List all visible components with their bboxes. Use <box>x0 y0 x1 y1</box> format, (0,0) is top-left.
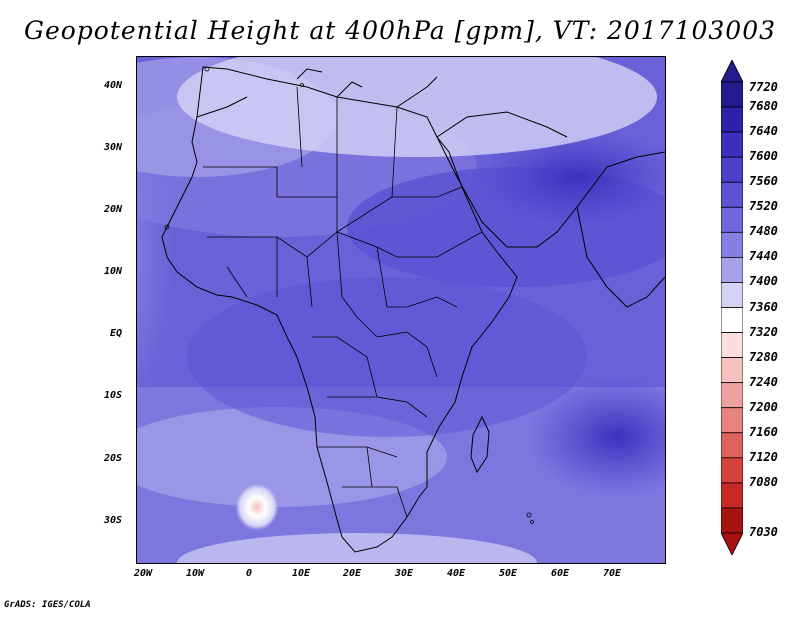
colorbar-label: 7280 <box>749 349 778 364</box>
colorbar-label: 7030 <box>749 525 778 539</box>
colorbar-label: 7080 <box>749 474 778 489</box>
colorbar-swatch <box>721 507 743 534</box>
colorbar-label: 7160 <box>749 424 778 439</box>
colorbar-top-arrow <box>721 60 743 83</box>
lat-label: 10S <box>104 390 123 401</box>
country-borders <box>203 86 483 518</box>
colorbar-label: 7480 <box>749 224 778 239</box>
lon-label: 50E <box>499 568 518 579</box>
colorbar-label: 7360 <box>749 299 778 314</box>
colorbar-bottom-arrow <box>721 532 743 555</box>
colorbar-label: 7640 <box>749 124 778 139</box>
map-panel <box>136 56 666 564</box>
colorbar-swatch <box>721 407 743 434</box>
colorbar-label: 7720 <box>749 80 778 94</box>
colorbar-label: 7560 <box>749 174 778 189</box>
lon-label: 40E <box>447 568 466 579</box>
colorbar-swatch <box>721 156 743 183</box>
colorbar-label: 7400 <box>749 274 778 289</box>
colorbar-swatch <box>721 131 743 158</box>
colorbar-swatch <box>721 307 743 333</box>
colorbar-swatch <box>721 382 743 409</box>
colorbar-label: 7200 <box>749 399 778 414</box>
colorbar-swatch <box>721 231 743 258</box>
lon-label: 30E <box>395 568 414 579</box>
lat-label: EQ <box>110 328 123 339</box>
colorbar-swatch <box>721 282 743 308</box>
geopotential-field <box>137 57 665 563</box>
lat-label: 20N <box>104 204 123 215</box>
colorbar-label: 7240 <box>749 374 778 389</box>
lat-label: 20S <box>104 453 123 464</box>
colorbar-swatch <box>721 81 743 108</box>
colorbar-swatch <box>721 256 743 283</box>
lat-label: 30S <box>104 515 123 526</box>
lat-label: 30N <box>104 142 123 153</box>
colorbar-label: 7440 <box>749 249 778 264</box>
colorbar-swatch <box>721 457 743 484</box>
lon-label: 10W <box>186 568 205 579</box>
lon-label: 20E <box>343 568 362 579</box>
colorbar-swatch <box>721 432 743 459</box>
lat-label: 10N <box>104 266 123 277</box>
colorbar-label: 7120 <box>749 449 778 464</box>
lon-label: 10E <box>292 568 311 579</box>
colorbar-swatch <box>721 482 743 509</box>
colorbar-swatch <box>721 332 743 359</box>
colorbar-label: 7520 <box>749 199 778 214</box>
islands <box>164 66 534 524</box>
colorbar-label: 7680 <box>749 99 778 114</box>
colorbar-swatch <box>721 357 743 384</box>
colorbar-swatch <box>721 206 743 233</box>
colorbar-label: 7320 <box>749 324 778 339</box>
map-title: Geopotential Height at 400hPa [gpm], VT:… <box>23 16 777 45</box>
lon-label: 60E <box>551 568 570 579</box>
grads-credit: GrADS: IGES/COLA <box>4 600 91 610</box>
colorbar-swatch <box>721 181 743 208</box>
lon-label: 70E <box>603 568 622 579</box>
coastlines <box>161 66 665 553</box>
lon-label: 0 <box>246 568 253 579</box>
colorbar <box>721 60 743 555</box>
lat-label: 40N <box>104 80 123 91</box>
colorbar-swatch <box>721 106 743 133</box>
lon-label: 20W <box>134 568 153 579</box>
colorbar-label: 7600 <box>749 149 778 164</box>
